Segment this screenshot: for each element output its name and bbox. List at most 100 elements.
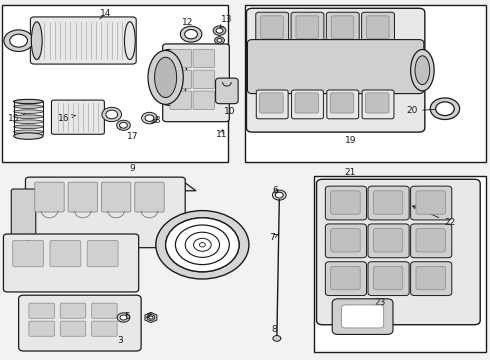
Text: 14: 14 bbox=[99, 9, 111, 19]
FancyBboxPatch shape bbox=[29, 321, 54, 336]
Circle shape bbox=[215, 37, 224, 44]
Polygon shape bbox=[29, 180, 196, 191]
Text: 18: 18 bbox=[150, 116, 162, 125]
Ellipse shape bbox=[14, 105, 43, 108]
FancyBboxPatch shape bbox=[411, 262, 452, 296]
Text: 9: 9 bbox=[129, 164, 135, 173]
FancyBboxPatch shape bbox=[261, 16, 283, 39]
FancyBboxPatch shape bbox=[416, 229, 445, 252]
Text: 23: 23 bbox=[361, 298, 386, 309]
FancyBboxPatch shape bbox=[13, 240, 44, 267]
Text: 15: 15 bbox=[8, 113, 25, 122]
FancyBboxPatch shape bbox=[92, 303, 117, 318]
FancyBboxPatch shape bbox=[19, 295, 141, 351]
FancyBboxPatch shape bbox=[60, 321, 86, 336]
FancyBboxPatch shape bbox=[68, 182, 98, 212]
FancyBboxPatch shape bbox=[368, 186, 409, 220]
Ellipse shape bbox=[14, 120, 43, 123]
FancyBboxPatch shape bbox=[326, 12, 359, 47]
Bar bbox=[2, 5, 228, 162]
FancyBboxPatch shape bbox=[170, 70, 192, 89]
FancyBboxPatch shape bbox=[30, 17, 136, 64]
Circle shape bbox=[156, 211, 249, 279]
FancyBboxPatch shape bbox=[325, 224, 367, 258]
FancyBboxPatch shape bbox=[332, 299, 393, 334]
FancyBboxPatch shape bbox=[260, 93, 283, 113]
Circle shape bbox=[436, 102, 454, 116]
Text: 7: 7 bbox=[269, 233, 278, 242]
Ellipse shape bbox=[151, 49, 187, 105]
Ellipse shape bbox=[411, 49, 434, 91]
Text: 10: 10 bbox=[223, 93, 235, 116]
FancyBboxPatch shape bbox=[327, 90, 359, 119]
Circle shape bbox=[10, 34, 27, 47]
Text: 16: 16 bbox=[58, 113, 75, 122]
Circle shape bbox=[145, 115, 154, 121]
Circle shape bbox=[273, 336, 281, 341]
FancyBboxPatch shape bbox=[193, 70, 215, 89]
Circle shape bbox=[185, 30, 197, 39]
FancyBboxPatch shape bbox=[11, 189, 36, 239]
FancyBboxPatch shape bbox=[411, 224, 452, 258]
FancyBboxPatch shape bbox=[60, 303, 86, 318]
Ellipse shape bbox=[157, 56, 181, 99]
FancyBboxPatch shape bbox=[170, 49, 192, 68]
Ellipse shape bbox=[14, 130, 43, 134]
Circle shape bbox=[120, 315, 127, 320]
Text: 17: 17 bbox=[120, 125, 138, 140]
FancyBboxPatch shape bbox=[35, 182, 64, 212]
Ellipse shape bbox=[14, 99, 43, 104]
FancyBboxPatch shape bbox=[296, 16, 318, 39]
Circle shape bbox=[272, 190, 286, 200]
FancyBboxPatch shape bbox=[292, 90, 323, 119]
Bar bbox=[245, 5, 486, 162]
Text: 20: 20 bbox=[406, 107, 441, 115]
FancyBboxPatch shape bbox=[51, 100, 104, 134]
Circle shape bbox=[117, 120, 130, 130]
Circle shape bbox=[166, 218, 239, 272]
Circle shape bbox=[120, 122, 127, 128]
FancyBboxPatch shape bbox=[295, 93, 319, 113]
FancyBboxPatch shape bbox=[87, 240, 118, 267]
Circle shape bbox=[147, 315, 155, 320]
Circle shape bbox=[430, 98, 460, 120]
FancyBboxPatch shape bbox=[193, 91, 215, 109]
Bar bbox=[314, 176, 486, 352]
Circle shape bbox=[180, 26, 202, 42]
FancyBboxPatch shape bbox=[101, 182, 131, 212]
FancyBboxPatch shape bbox=[373, 229, 403, 252]
Text: 11: 11 bbox=[216, 130, 227, 139]
FancyBboxPatch shape bbox=[362, 90, 394, 119]
FancyBboxPatch shape bbox=[25, 177, 185, 248]
Ellipse shape bbox=[155, 57, 177, 98]
Circle shape bbox=[117, 313, 130, 322]
FancyBboxPatch shape bbox=[325, 262, 367, 296]
Text: 6: 6 bbox=[272, 186, 278, 195]
FancyBboxPatch shape bbox=[92, 321, 117, 336]
FancyBboxPatch shape bbox=[247, 40, 424, 94]
FancyBboxPatch shape bbox=[3, 234, 139, 292]
FancyBboxPatch shape bbox=[256, 12, 289, 47]
FancyBboxPatch shape bbox=[367, 16, 389, 39]
Circle shape bbox=[185, 232, 220, 257]
FancyBboxPatch shape bbox=[331, 191, 360, 214]
Ellipse shape bbox=[14, 115, 43, 118]
Ellipse shape bbox=[148, 50, 183, 104]
Text: 8: 8 bbox=[271, 325, 277, 334]
Circle shape bbox=[213, 26, 226, 35]
FancyBboxPatch shape bbox=[368, 262, 409, 296]
Circle shape bbox=[102, 107, 122, 122]
Text: 13: 13 bbox=[220, 15, 232, 28]
FancyBboxPatch shape bbox=[362, 12, 394, 47]
Text: 19: 19 bbox=[344, 136, 356, 145]
Ellipse shape bbox=[14, 125, 43, 129]
FancyBboxPatch shape bbox=[193, 49, 215, 68]
FancyBboxPatch shape bbox=[331, 16, 354, 39]
FancyBboxPatch shape bbox=[373, 266, 403, 290]
FancyBboxPatch shape bbox=[163, 44, 229, 122]
Text: 4: 4 bbox=[147, 312, 152, 321]
FancyBboxPatch shape bbox=[368, 224, 409, 258]
Text: 2: 2 bbox=[19, 240, 29, 262]
Text: 5: 5 bbox=[124, 312, 130, 321]
Circle shape bbox=[106, 110, 118, 119]
